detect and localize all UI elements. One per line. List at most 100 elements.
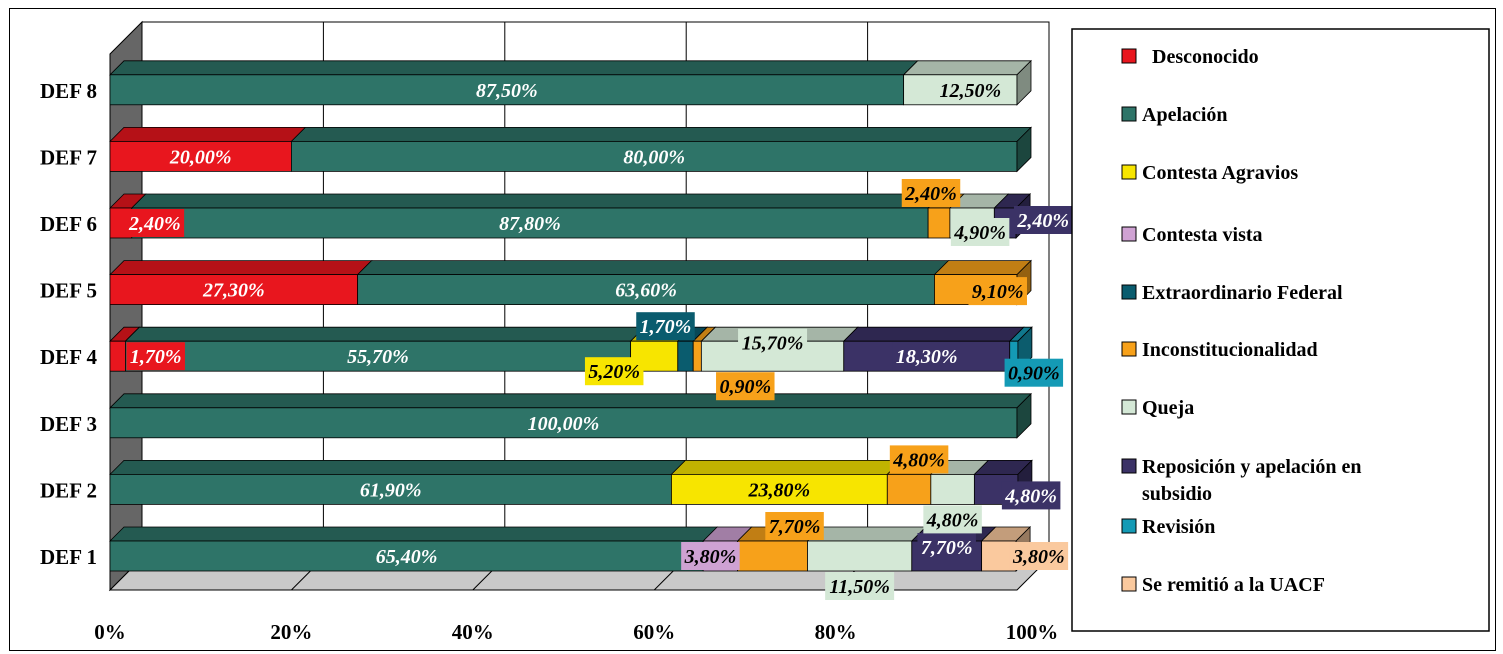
data-label-text: 3,80% <box>1012 546 1065 568</box>
data-label-def-2-inconstitucionalidad: 4,80% <box>889 445 949 474</box>
data-label-box <box>343 342 413 371</box>
tick-label: 80% <box>815 620 857 644</box>
data-label-text: 18,30% <box>896 346 958 368</box>
legend-item-queja: Queja <box>1121 397 1194 419</box>
legend-label: Contesta vista <box>1142 224 1263 246</box>
bar-front-face <box>630 340 679 372</box>
data-label-box <box>1001 481 1061 510</box>
bar-front-face <box>886 473 932 505</box>
bar-top-face <box>109 526 719 542</box>
legend-item-reposicion-y-apelacion-en-subsidio: Reposición y apelación en subsidio <box>1121 456 1361 505</box>
data-label-box <box>901 179 961 207</box>
data-label-def-4-reposicion-y-apelacion-en-subsidio: 18,30% <box>892 342 962 371</box>
data-label-box <box>472 75 542 104</box>
data-label-def-4-revision: 0,90% <box>1004 358 1064 387</box>
legend-swatch <box>1121 458 1137 474</box>
legend-label: Inconstitucionalidad <box>1142 339 1318 361</box>
legend-label: Apelación <box>1142 104 1228 126</box>
data-label-def-8-queja: 12,50% <box>935 75 1005 104</box>
bar-front-face <box>677 340 694 372</box>
legend-swatch <box>1121 226 1137 242</box>
data-label-def-6-apelacion: 87,80% <box>495 209 565 237</box>
bar-top-face <box>290 127 1032 142</box>
data-label-text: 0,90% <box>1008 363 1060 385</box>
category-label-def-2: DEF 2 <box>40 478 97 502</box>
data-label-box <box>923 505 982 534</box>
legend-item-desconocido: Desconocido <box>1121 46 1259 68</box>
data-label-text: 63,60% <box>615 280 677 302</box>
category-label-def-4: DEF 4 <box>40 345 97 369</box>
data-label-def-1-apelacion: 65,40% <box>372 542 442 570</box>
legend-label: Extraordinario Federal <box>1142 282 1343 304</box>
legend-swatch <box>1121 576 1137 592</box>
data-label-box <box>126 342 185 371</box>
data-label-def-4-desconocido: 1,70% <box>126 342 185 371</box>
legend-swatch <box>1121 164 1137 180</box>
data-label-def-6-reposicion-y-apelacion-en-subsidio: 2,40% <box>1013 206 1073 234</box>
data-label-text: 87,80% <box>499 213 561 235</box>
data-label-def-6-inconstitucionalidad: 2,40% <box>901 179 961 207</box>
legend-item-contesta-vista: Contesta vista <box>1121 224 1263 246</box>
data-label-text: 7,70% <box>921 537 973 559</box>
data-label-text: 65,40% <box>376 546 438 568</box>
legend-item-contesta-agravios: Contesta Agravios <box>1121 162 1298 184</box>
data-label-text: 80,00% <box>623 146 685 168</box>
data-label-def-6-desconocido: 2,40% <box>125 209 185 237</box>
data-label-def-1-inconstitucionalidad: 7,70% <box>765 512 824 540</box>
tick-label: 0% <box>94 620 126 644</box>
tick-label: 40% <box>452 620 494 644</box>
category-label-def-5: DEF 5 <box>40 279 97 303</box>
bar-segment-def-1-queja <box>806 526 927 572</box>
legend-label: Reposición y apelación en <box>1142 456 1361 478</box>
legend-item-inconstitucionalidad: Inconstitucionalidad <box>1121 339 1318 361</box>
data-label-text: 20,00% <box>169 146 232 168</box>
data-label-text: 11,50% <box>829 576 890 598</box>
data-label-box <box>935 75 1005 104</box>
bar-end-face <box>1016 392 1032 439</box>
data-label-box <box>681 542 740 570</box>
data-label-def-2-reposicion-y-apelacion-en-subsidio: 4,80% <box>1001 481 1061 510</box>
data-label-def-4-inconstitucionalidad: 0,90% <box>716 372 775 401</box>
data-label-text: 0,90% <box>719 376 771 398</box>
bar-front-face <box>692 340 702 372</box>
data-label-def-4-contesta-agravios: 5,20% <box>584 357 644 386</box>
data-label-text: 7,70% <box>769 516 821 538</box>
data-label-def-1-reposicion-y-apelacion-en-subsidio: 7,70% <box>917 533 976 561</box>
data-label-box <box>950 218 1010 246</box>
bar-top-face <box>109 393 1032 409</box>
legend-item-revision: Revisión <box>1121 516 1215 538</box>
data-label-text: 4,80% <box>892 449 945 471</box>
bar-top-face <box>356 260 950 276</box>
bar-front-face <box>109 340 126 372</box>
data-label-box <box>523 408 604 437</box>
data-label-box <box>968 277 1027 306</box>
bar-top-face <box>130 193 944 209</box>
data-label-def-6-queja: 4,90% <box>950 218 1010 246</box>
value-axis: 0% 20% 40% 60% 80% 100% <box>94 620 1058 644</box>
data-label-text: 2,40% <box>128 213 181 235</box>
data-label-box <box>1013 206 1073 234</box>
data-label-def-1-se-remitio-a-la-uacf: 3,80% <box>1009 542 1069 570</box>
data-label-def-5-apelacion: 63,60% <box>611 275 681 304</box>
data-label-text: 2,40% <box>904 183 957 205</box>
data-label-box <box>636 312 695 341</box>
data-label-box <box>917 533 976 561</box>
tick-label: 20% <box>270 620 312 644</box>
data-label-text: 15,70% <box>742 333 804 355</box>
legend-item-se-remitio-a-la-uacf: Se remitió a la UACF <box>1121 574 1325 596</box>
data-label-def-1-queja: 11,50% <box>825 572 895 600</box>
data-label-def-4-extraordinario-federal: 1,70% <box>636 312 695 341</box>
bar-top-face <box>806 526 927 542</box>
legend-swatch <box>1121 399 1137 415</box>
bar-top-face <box>933 260 1032 276</box>
data-label-box <box>765 512 824 540</box>
legend-item-apelacion: Apelación <box>1121 104 1228 126</box>
data-label-box <box>611 275 681 304</box>
data-label-box <box>125 209 185 237</box>
data-label-text: 3,80% <box>684 546 737 568</box>
data-label-text: 12,50% <box>939 80 1001 102</box>
data-label-def-1-contesta-vista: 3,80% <box>681 542 740 570</box>
data-label-def-2-contesta-agravios: 23,80% <box>744 475 814 504</box>
data-label-text: 4,80% <box>1004 485 1057 507</box>
